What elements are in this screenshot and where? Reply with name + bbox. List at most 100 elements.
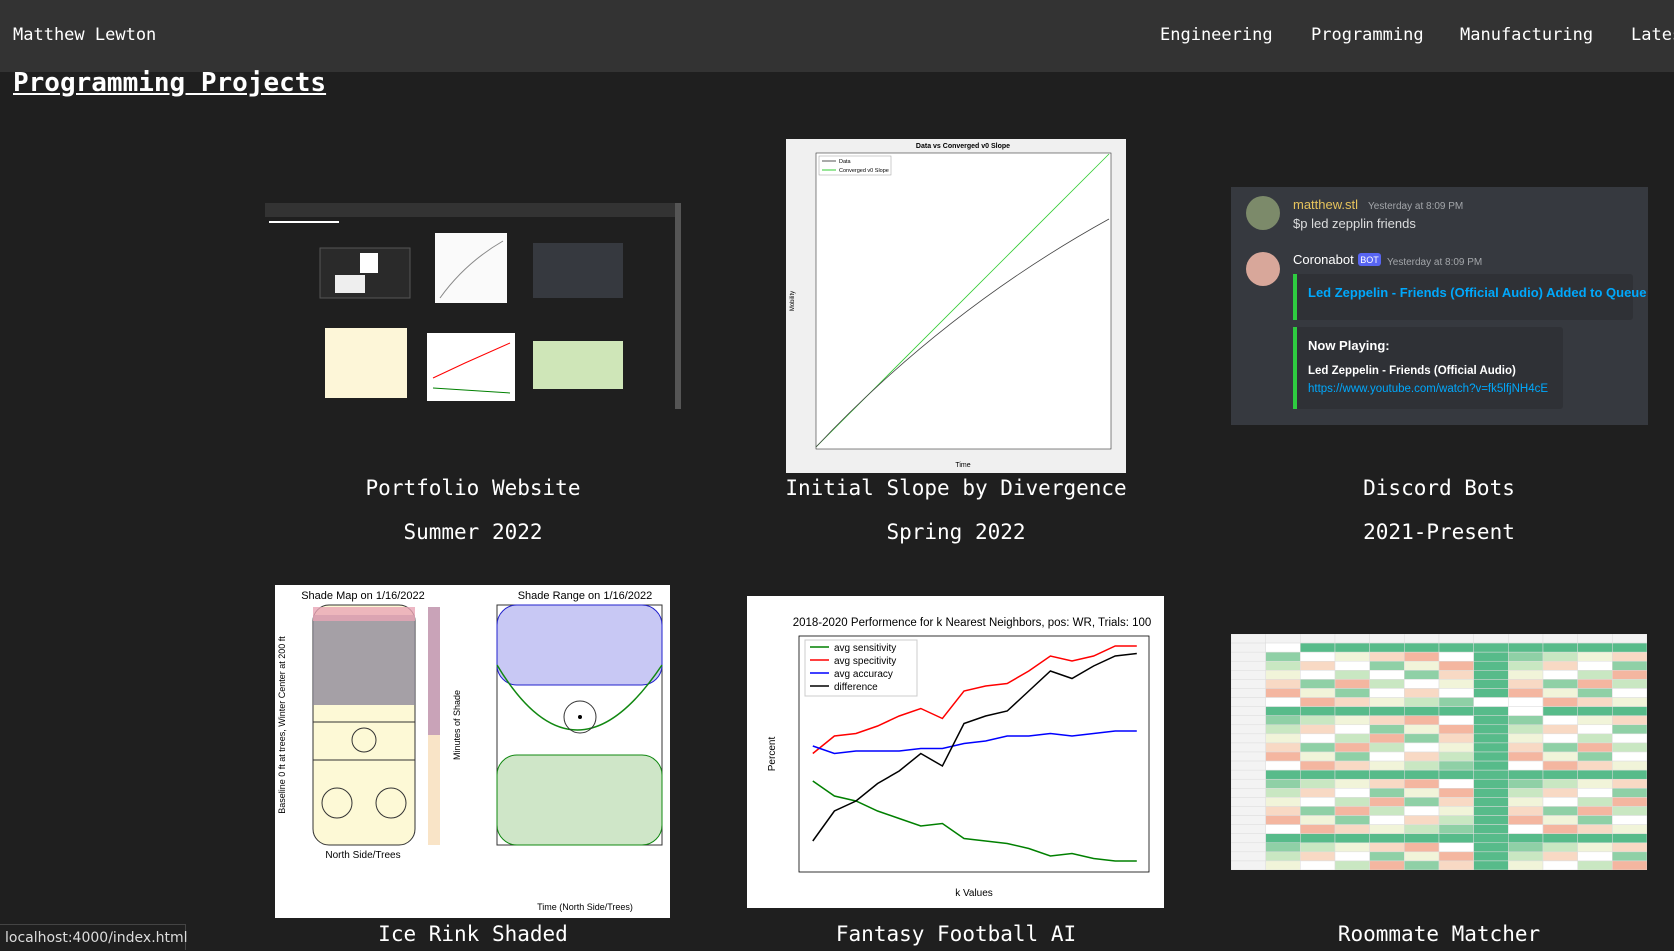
sheet-cell	[1612, 788, 1647, 798]
sheet-cell	[1438, 824, 1474, 834]
sheet-cell	[1542, 733, 1578, 744]
sheet-cell	[1231, 715, 1266, 726]
sheet-cell	[1508, 660, 1544, 671]
sheet-cell	[1577, 651, 1613, 662]
sheet-cell	[1231, 824, 1266, 834]
sheet-cell	[1404, 851, 1440, 862]
sheet-cell	[1369, 751, 1405, 762]
sheet-cell	[1404, 806, 1440, 816]
sheet-cell	[1577, 806, 1613, 816]
sheet-cell	[1300, 742, 1336, 753]
sheet-cell	[1473, 833, 1509, 844]
nav-link[interactable]: Engineering	[1160, 25, 1273, 45]
nav-link[interactable]: Manufacturing	[1460, 25, 1594, 45]
sheet-cell	[1438, 760, 1474, 771]
sheet-cell	[1265, 860, 1301, 870]
sheet-cell	[1438, 706, 1474, 716]
sheet-cell	[1577, 697, 1613, 707]
sheet-cell	[1334, 733, 1370, 744]
sheet-cell	[1369, 724, 1405, 735]
sheet-cell	[1473, 697, 1509, 707]
sheet-cell	[1334, 778, 1370, 789]
project-title[interactable]: Roommate Matcher	[1337, 922, 1541, 946]
sheet-cell	[1369, 688, 1405, 698]
sheet-cell	[1577, 642, 1613, 653]
sheet-cell	[1300, 751, 1336, 762]
sheet-cell	[1231, 733, 1266, 744]
sheet-cell	[1438, 806, 1474, 816]
sheet-cell	[1404, 788, 1440, 798]
page-heading: Programming Projects	[13, 68, 327, 98]
sheet-cell	[1265, 797, 1301, 807]
sheet-cell	[1577, 815, 1613, 825]
sheet-cell	[1438, 751, 1474, 762]
sheet-cell	[1473, 797, 1509, 807]
sheet-cell	[1300, 815, 1336, 825]
sheet-cell	[1231, 651, 1266, 662]
sheet-cell	[1300, 733, 1336, 744]
sheet-cell	[1542, 851, 1578, 862]
project-title[interactable]: Discord Bots	[1363, 476, 1515, 500]
sheet-cell	[1404, 842, 1440, 853]
sheet-cell	[1438, 733, 1474, 744]
sheet-cell	[1612, 697, 1647, 707]
fantasy-thumbnail[interactable]: 2018-2020 Performence for k Nearest Neig…	[747, 596, 1164, 908]
project-title[interactable]: Ice Rink Shaded	[378, 922, 568, 946]
sheet-cell	[1300, 634, 1336, 644]
project-title[interactable]: Portfolio Website	[365, 476, 581, 500]
sheet-cell	[1508, 760, 1544, 771]
nav-link[interactable]: Latest Projects	[1631, 25, 1674, 45]
sheet-cell	[1231, 660, 1266, 671]
sheet-cell	[1612, 751, 1647, 762]
brand[interactable]: Matthew Lewton	[13, 25, 157, 45]
roommate-thumbnail[interactable]	[1231, 634, 1647, 870]
sheet-cell	[1438, 860, 1474, 870]
sheet-cell	[1508, 751, 1544, 762]
sheet-cell	[1438, 660, 1474, 671]
sheet-cell	[1542, 788, 1578, 798]
sheet-cell	[1473, 634, 1509, 644]
sheet-cell	[1473, 751, 1509, 762]
sheet-cell	[1231, 634, 1266, 644]
sheet-cell	[1577, 688, 1613, 698]
sheet-cell	[1231, 724, 1266, 735]
sheet-cell	[1334, 806, 1370, 816]
ice-rink-thumbnail[interactable]: Shade Map on 1/16/2022 Shade Range on 1/…	[275, 585, 670, 918]
slope-chart-thumbnail[interactable]: Data vs Converged v0 Slope Data Converge…	[786, 139, 1126, 473]
y-axis-label: Percent	[767, 737, 778, 772]
sheet-cell	[1369, 851, 1405, 862]
project-title[interactable]: Fantasy Football AI	[835, 922, 1077, 946]
sheet-cell	[1265, 697, 1301, 707]
sheet-cell	[1231, 642, 1266, 653]
discord-bot: Coronabot	[1293, 252, 1354, 267]
sheet-cell	[1300, 724, 1336, 735]
sheet-cell	[1508, 815, 1544, 825]
sheet-cell	[1577, 860, 1613, 870]
sheet-cell	[1300, 860, 1336, 870]
sheet-cell	[1612, 797, 1647, 807]
sheet-cell	[1404, 778, 1440, 789]
project-title[interactable]: Initial Slope by Divergence	[785, 476, 1127, 500]
sheet-cell	[1404, 670, 1440, 680]
sheet-cell	[1334, 688, 1370, 698]
sheet-cell	[1508, 733, 1544, 744]
sheet-cell	[1404, 706, 1440, 716]
sheet-cell	[1300, 697, 1336, 707]
sheet-cell	[1473, 778, 1509, 789]
sheet-cell	[1265, 833, 1301, 844]
discord-thumbnail[interactable]: matthew.stl Yesterday at 8:09 PM $p led …	[1231, 187, 1648, 425]
sheet-cell	[1473, 851, 1509, 862]
sheet-cell	[1300, 778, 1336, 789]
sheet-cell	[1612, 715, 1647, 726]
sheet-cell	[1300, 788, 1336, 798]
sheet-cell	[1508, 797, 1544, 807]
sheet-cell	[1508, 806, 1544, 816]
sheet-cell	[1438, 788, 1474, 798]
sheet-cell	[1369, 634, 1405, 644]
nav-link[interactable]: Programming	[1311, 25, 1424, 45]
portfolio-thumbnail[interactable]	[265, 203, 681, 409]
sheet-cell	[1300, 806, 1336, 816]
sheet-cell	[1542, 815, 1578, 825]
sheet-cell	[1231, 851, 1266, 862]
sheet-cell	[1334, 751, 1370, 762]
